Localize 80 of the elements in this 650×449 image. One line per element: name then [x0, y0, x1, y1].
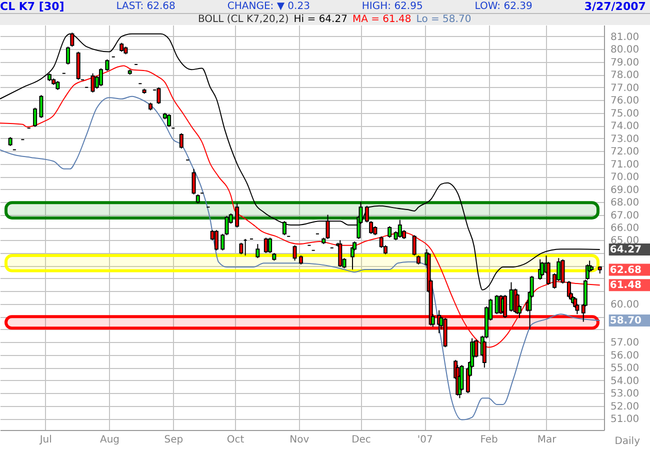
candlestick — [220, 233, 225, 251]
y-tick-label: 52.00 — [610, 401, 640, 412]
text: Lo = 58.70 — [416, 14, 472, 25]
y-tick-label: 51.00 — [610, 414, 640, 426]
y-tick-label: 69.00 — [610, 184, 640, 196]
y-tick-label: 71.00 — [610, 159, 640, 170]
x-tick-label: Sep — [164, 434, 184, 446]
y-tick-label: 57.00 — [610, 338, 640, 349]
x-tick-label: Mar — [537, 434, 558, 446]
candlestick — [268, 237, 272, 254]
y-tick-label: 74.00 — [610, 121, 640, 132]
text: CHANGE: ▼ 0.23 — [227, 1, 310, 12]
chart-subtitle: BOLL (CL K7,20,2) — [198, 14, 289, 25]
y-tick-label: 54.00 — [610, 376, 640, 387]
annotation: 64.27 — [610, 244, 642, 256]
x-tick-label: Feb — [480, 434, 498, 446]
text: Hi = 64.27 — [294, 14, 348, 25]
y-tick-label: 77.00 — [610, 82, 640, 94]
text: 3/27/2007 — [584, 0, 646, 13]
candlestick — [482, 340, 486, 368]
y-tick-label: 72.00 — [610, 146, 640, 158]
x-tick-label: Jul — [38, 434, 52, 446]
text: MA = 61.48 — [352, 14, 412, 25]
candlestick — [192, 168, 196, 195]
candlestick — [503, 294, 508, 318]
annotation: 61.48 — [610, 280, 642, 292]
y-tick-label: 75.00 — [610, 108, 640, 120]
candlestick — [264, 237, 268, 254]
annotation: 62.68 — [610, 264, 642, 276]
text: Daily — [614, 436, 640, 447]
y-tick-label: 67.00 — [610, 210, 640, 222]
candlestick — [388, 226, 392, 238]
candlestick — [33, 107, 38, 128]
y-tick-label: 53.00 — [610, 388, 640, 400]
candlestick — [560, 258, 565, 284]
candlestick — [156, 86, 161, 104]
y-tick-label: 80.00 — [610, 44, 640, 56]
x-tick-label: Oct — [226, 434, 244, 446]
y-tick-label: 70.00 — [610, 172, 640, 184]
x-tick-label: Aug — [100, 434, 120, 446]
candlestick — [412, 234, 416, 256]
y-tick-label: 66.00 — [610, 223, 640, 234]
annotation: 58.70 — [610, 315, 642, 326]
x-tick-label: Nov — [290, 434, 310, 446]
candlestick — [282, 220, 286, 236]
candlestick — [39, 94, 44, 118]
y-tick-label: 79.00 — [610, 57, 640, 68]
y-tick-label: 73.00 — [610, 134, 640, 145]
candlestick — [214, 230, 218, 251]
text: LAST: 62.68 — [116, 1, 176, 12]
text: HIGH: 62.95 — [362, 1, 423, 12]
candlestick — [326, 214, 330, 240]
y-tick-label: 60.00 — [610, 299, 640, 310]
candlestick — [398, 219, 402, 238]
candlestick — [105, 58, 110, 72]
candlestick — [235, 202, 240, 228]
y-tick-label: 78.00 — [610, 70, 640, 82]
y-tick-label: 55.00 — [610, 363, 640, 374]
text: LOW: 62.39 — [474, 1, 532, 12]
candlestick — [540, 261, 544, 276]
candlestick — [66, 46, 70, 65]
line-series — [0, 96, 600, 420]
candlestick — [167, 114, 172, 128]
candlestick — [90, 72, 95, 93]
candlestick — [509, 282, 514, 312]
candlestick — [224, 216, 229, 236]
y-tick-label: 56.00 — [610, 350, 640, 362]
candlestick — [256, 244, 260, 259]
y-tick-label: 76.00 — [610, 96, 640, 107]
candlestick — [292, 244, 297, 262]
y-tick-label: 81.00 — [610, 32, 640, 43]
x-tick-label: '07 — [417, 434, 433, 446]
candlestick — [239, 242, 244, 255]
line-series — [0, 33, 600, 290]
candlestick — [494, 294, 499, 315]
y-tick-label: 68.00 — [610, 198, 640, 209]
chart-title: CL K7 [30] — [0, 0, 64, 13]
x-tick-label: Dec — [352, 434, 371, 446]
candlestick — [179, 132, 184, 150]
candlestick — [99, 68, 104, 87]
